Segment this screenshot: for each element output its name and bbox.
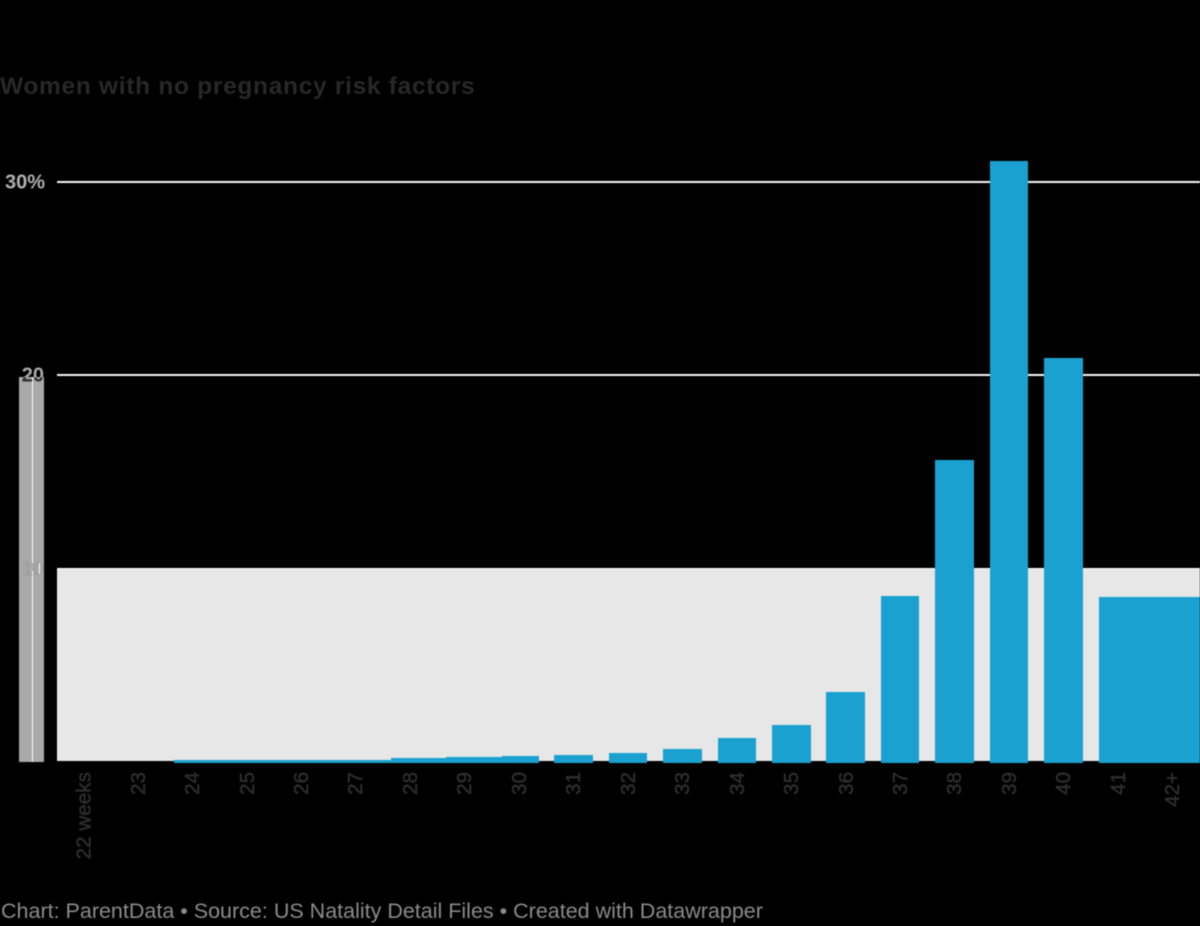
svg-text:30%: 30% [5,172,45,194]
svg-text:20: 20 [22,364,44,386]
svg-text:20: 20 [22,364,44,386]
